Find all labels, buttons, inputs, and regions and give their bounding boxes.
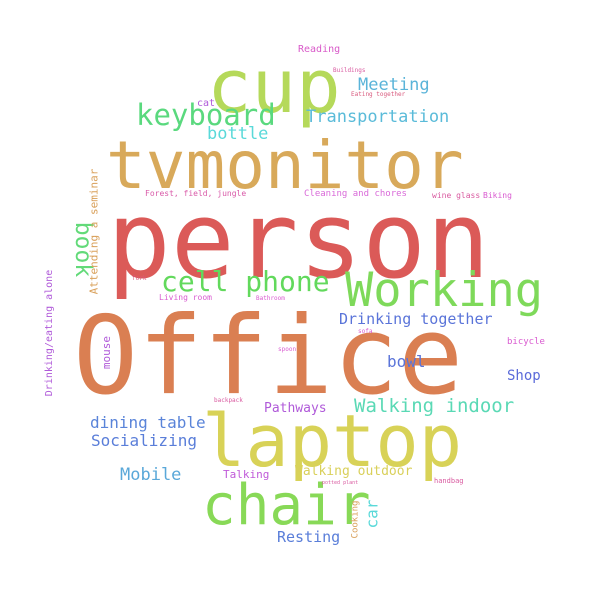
word-bicycle: bicycle (507, 337, 545, 347)
word-bathroom: Bathroom (256, 295, 285, 302)
word-backpack: backpack (214, 397, 243, 404)
word-forest-field-jungle: Forest, field, jungle (145, 189, 247, 198)
word-drinking-together: Drinking together (339, 310, 493, 328)
word-cleaning-and-chores: Cleaning and chores (304, 189, 407, 199)
word-drinking-eating-alone: Drinking/eating alone (44, 269, 56, 397)
word-attending-a-seminar: Attending a seminar (87, 168, 101, 295)
word-walking-outdoor: Walking outdoor (295, 464, 413, 479)
word-cat: cat (197, 98, 216, 109)
word-fork: fork (132, 275, 147, 282)
word-potted-plant: potted plant (322, 480, 359, 486)
word-meeting: Meeting (358, 75, 430, 95)
word-sofa: sofa (358, 328, 373, 335)
word-eating-together: Eating together (351, 91, 406, 98)
word-person: person (107, 179, 490, 302)
word-mouse: mouse (100, 335, 114, 370)
word-resting: Resting (277, 528, 341, 546)
word-laptop: laptop (202, 399, 463, 483)
word-cooking: Cooking (350, 500, 361, 539)
word-car: car (362, 499, 382, 529)
word-socializing: Socializing (91, 431, 197, 450)
word-wine-glass: wine glass (432, 191, 481, 200)
word-reading: Reading (298, 44, 341, 55)
word-biking: Biking (483, 191, 512, 200)
word-keyboard: keyboard (136, 98, 276, 132)
word-chair: chair (202, 473, 371, 538)
word-talking: Talking (223, 468, 270, 481)
word-shop: Shop (507, 368, 541, 384)
word-tvmonitor: tvmonitor (106, 127, 464, 204)
word-bowl: bowl (387, 352, 426, 371)
word-office: Office (73, 294, 464, 419)
word-buildings: Buildings (333, 67, 366, 74)
word-spoon: spoon (278, 346, 297, 353)
word-bottle: bottle (207, 124, 269, 144)
word-mobile: Mobile (120, 465, 182, 485)
word-pathways: Pathways (264, 401, 327, 416)
word-living-room: Living room (159, 293, 212, 302)
word-handbag: handbag (434, 477, 464, 485)
word-working: Working (345, 263, 544, 318)
word-cell-phone: cell phone (161, 265, 330, 298)
word-transportation: Transportation (306, 107, 450, 127)
word-walking-indoor: Walking indoor (354, 395, 515, 417)
word-cup: cup (207, 44, 341, 130)
word-dining-table: dining table (90, 413, 206, 432)
